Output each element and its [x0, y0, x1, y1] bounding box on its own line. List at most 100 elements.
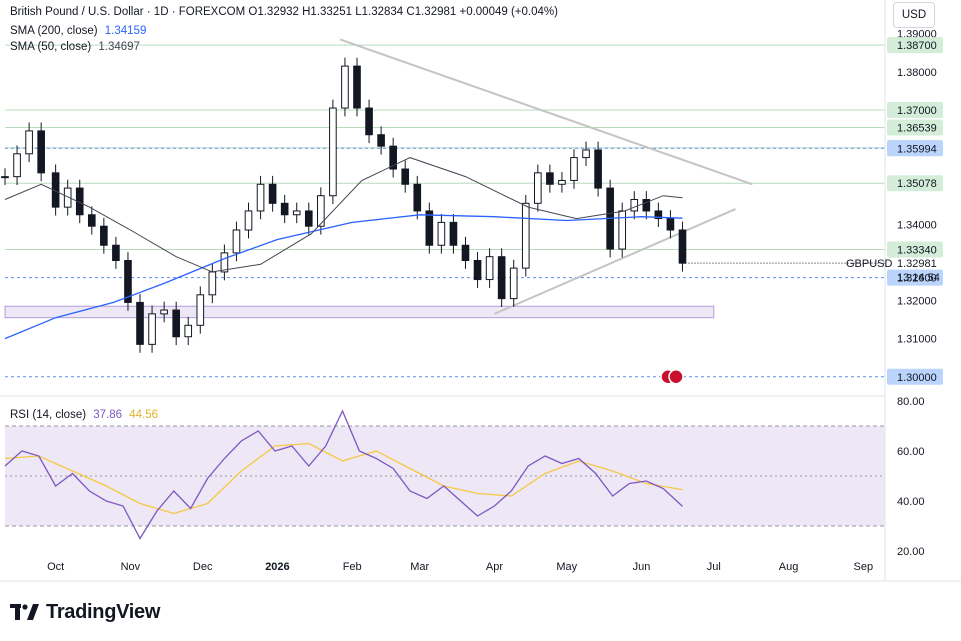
candle[interactable]	[377, 126, 385, 155]
candle[interactable]	[497, 248, 506, 308]
candle[interactable]	[148, 305, 156, 353]
candle[interactable]	[1, 168, 9, 186]
rsi-tick-label: 40.00	[897, 496, 925, 508]
candle[interactable]	[37, 122, 45, 182]
candle[interactable]	[401, 160, 410, 193]
price-level-label-text: 1.30000	[897, 372, 937, 384]
currency-button[interactable]: USD	[893, 2, 935, 28]
candle[interactable]	[365, 99, 373, 144]
candle[interactable]	[160, 301, 168, 323]
candle[interactable]	[642, 191, 651, 220]
candle-body	[13, 153, 21, 178]
candle[interactable]	[546, 164, 554, 193]
price-level-label[interactable]: 1.32600	[887, 269, 943, 286]
candle[interactable]	[413, 175, 422, 220]
rsi-pane[interactable]	[4, 409, 885, 540]
candle[interactable]	[172, 301, 180, 346]
candle[interactable]	[461, 236, 470, 269]
candle[interactable]	[87, 206, 96, 235]
price-level-label[interactable]: 1.30000	[887, 368, 943, 385]
candle[interactable]	[292, 202, 301, 224]
candle[interactable]	[449, 214, 458, 254]
date-tick-label: Sep	[854, 561, 874, 573]
price-level-label[interactable]: 1.38700	[887, 37, 943, 54]
candle[interactable]	[100, 217, 108, 254]
sma50-legend[interactable]: SMA (50, close) 1.34697	[10, 41, 140, 53]
candle-body	[425, 210, 434, 246]
us-flag-icon[interactable]	[668, 369, 684, 385]
candle[interactable]	[63, 179, 72, 216]
candle[interactable]	[485, 248, 494, 288]
candle[interactable]	[124, 252, 132, 311]
candle[interactable]	[509, 259, 518, 308]
candle[interactable]	[570, 149, 578, 189]
price-level-label[interactable]: 1.35994	[887, 140, 943, 157]
candle[interactable]	[25, 122, 33, 163]
candle[interactable]	[425, 202, 434, 254]
candle[interactable]	[268, 175, 277, 212]
candle[interactable]	[666, 210, 675, 239]
candle[interactable]	[256, 175, 265, 220]
candle[interactable]	[112, 236, 120, 269]
candle-body	[666, 218, 675, 231]
candle[interactable]	[244, 202, 253, 239]
price-level-label[interactable]: 1.35078	[887, 175, 943, 192]
candle[interactable]	[317, 187, 325, 235]
rsi-line[interactable]	[4, 409, 683, 540]
support-zone[interactable]	[4, 305, 715, 319]
candle[interactable]	[208, 263, 217, 304]
candle[interactable]	[437, 214, 446, 254]
candle[interactable]	[534, 164, 542, 212]
price-level-label-bg	[887, 101, 943, 118]
candle[interactable]	[389, 137, 397, 178]
price-level-label[interactable]: 1.36539	[887, 119, 943, 136]
price-level-label[interactable]: 1.33340	[887, 241, 943, 258]
last-price-label: 1.32981	[897, 258, 937, 270]
sma50-line[interactable]	[4, 157, 683, 273]
candle[interactable]	[353, 57, 361, 117]
candle-body	[256, 183, 265, 212]
rsi-legend[interactable]: RSI (14, close) 37.86 44.56	[10, 409, 158, 421]
candle[interactable]	[582, 141, 590, 166]
sma200-label: SMA (200, close)	[10, 25, 98, 37]
date-tick-label: May	[556, 561, 577, 573]
candle-body	[497, 256, 506, 300]
date-tick-label: Jun	[633, 561, 651, 573]
candle-body	[148, 313, 156, 345]
date-tick-label: Nov	[121, 561, 141, 573]
candle[interactable]	[196, 286, 205, 334]
candle[interactable]	[654, 202, 663, 227]
candle-body	[280, 202, 289, 216]
sma200-line[interactable]	[4, 214, 683, 340]
tradingview-logo[interactable]: TradingView	[10, 599, 160, 625]
candle[interactable]	[630, 191, 639, 220]
candle[interactable]	[329, 99, 337, 205]
candle[interactable]	[136, 294, 144, 353]
date-tick-label: Mar	[410, 561, 429, 573]
candle[interactable]	[594, 141, 602, 197]
candle-body	[437, 221, 446, 246]
price-tick-label: 1.31000	[897, 334, 937, 346]
price-level-label[interactable]: 1.37000	[887, 101, 943, 118]
candle[interactable]	[341, 57, 349, 117]
candle[interactable]	[558, 172, 566, 193]
candle[interactable]	[13, 145, 21, 186]
candle-body	[304, 210, 313, 227]
candle[interactable]	[220, 244, 229, 281]
candle[interactable]	[678, 221, 687, 272]
rsi-ma-line[interactable]	[4, 442, 683, 515]
candle[interactable]	[280, 194, 289, 224]
sma200-legend[interactable]: SMA (200, close) 1.34159	[10, 25, 146, 37]
price-level-label-text: 1.32600	[897, 273, 937, 285]
candle-body	[449, 221, 458, 246]
candle[interactable]	[304, 202, 313, 235]
trendline[interactable]	[339, 38, 753, 186]
candle-body	[184, 324, 193, 338]
candle[interactable]	[521, 194, 530, 277]
candle[interactable]	[473, 252, 482, 288]
price-pane[interactable]	[1, 38, 885, 385]
rsi-tick-label: 20.00	[897, 546, 925, 558]
trendline[interactable]	[494, 208, 736, 315]
candle[interactable]	[184, 316, 193, 346]
